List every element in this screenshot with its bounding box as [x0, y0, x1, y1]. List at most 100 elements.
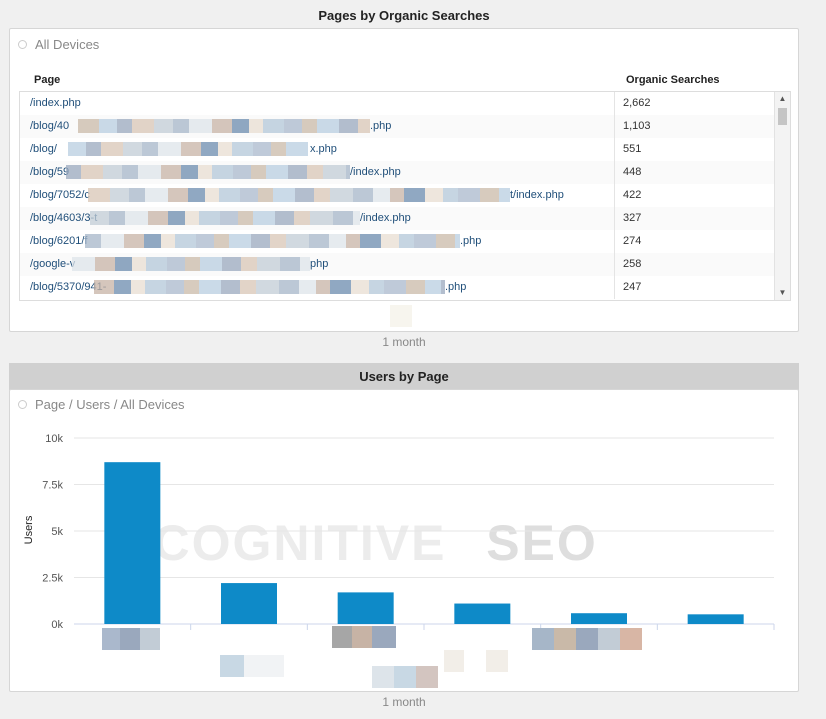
blurred-text-block — [99, 119, 117, 133]
watermark-seo: SEO — [486, 515, 598, 571]
blurred-x-label-block — [140, 628, 160, 650]
vertical-scrollbar[interactable]: ▲ ▼ — [774, 92, 790, 300]
bar[interactable] — [221, 583, 277, 624]
table-row[interactable]: /blog/4603/3-t/index.php 327 — [20, 207, 775, 230]
blurred-text-block — [443, 188, 458, 202]
organic-filter-text: All Devices — [35, 37, 100, 52]
blurred-text-block — [258, 188, 273, 202]
blurred-text-block — [284, 119, 302, 133]
blurred-x-label-block — [416, 666, 438, 688]
bar[interactable] — [687, 614, 744, 624]
blurred-text-block — [253, 142, 271, 156]
blurred-text-block — [310, 211, 333, 225]
users-bar-chart: COGNITIVE SEO Users 0k 2.5k 5k 7.5k 10k — [23, 433, 775, 688]
blurred-text-block — [330, 280, 351, 294]
row-page-link-suffix[interactable]: .php — [445, 281, 467, 293]
table-row[interactable]: /blog/7052/c t/index.php 422 — [20, 184, 775, 207]
row-page-link[interactable]: /blog/7052/c — [30, 189, 90, 201]
row-page-link-suffix[interactable]: .php — [460, 235, 482, 247]
blurred-text-block — [88, 188, 110, 202]
blurred-x-label-block — [372, 666, 394, 688]
scroll-thumb[interactable] — [778, 108, 787, 125]
bar[interactable] — [337, 592, 394, 624]
blurred-text-block — [173, 119, 189, 133]
row-page-link[interactable]: /blog/5370/941- — [30, 281, 107, 293]
row-page-link-suffix[interactable]: /index.php — [350, 166, 401, 178]
blurred-text-block — [125, 211, 148, 225]
y-tick-label: 10k — [45, 433, 63, 445]
blurred-text-block — [221, 280, 240, 294]
row-organic-searches-value: 247 — [614, 276, 775, 299]
row-page-link[interactable]: /blog/40 — [30, 120, 70, 132]
row-page-link[interactable]: /index.php — [30, 97, 81, 109]
column-header-page[interactable]: Page — [34, 74, 61, 86]
table-row[interactable]: /blog/6201/f .php 274 — [20, 230, 775, 253]
row-page-link-suffix[interactable]: x.php — [310, 143, 337, 155]
blurred-text-block — [90, 211, 109, 225]
users-filter-text: Page / Users / All Devices — [35, 397, 185, 412]
column-header-organic-searches[interactable]: Organic Searches — [626, 74, 720, 86]
radio-icon[interactable] — [18, 400, 27, 409]
y-tick-label: 7.5k — [42, 480, 63, 492]
blurred-text-block — [117, 119, 132, 133]
users-by-page-panel: Page / Users / All Devices COGNITIVE SEO… — [9, 389, 799, 692]
organic-filter-label[interactable]: All Devices — [18, 37, 99, 52]
blurred-text-block — [266, 165, 288, 179]
bar[interactable] — [454, 603, 511, 624]
table-row[interactable]: /blog/5370/941- .php 247 — [20, 276, 775, 299]
blurred-text-block — [72, 257, 95, 271]
blurred-text-block — [346, 165, 350, 179]
blurred-text-block — [329, 234, 346, 248]
blurred-text-block — [66, 165, 81, 179]
bar[interactable] — [104, 462, 161, 624]
blurred-text-block — [218, 142, 232, 156]
table-row[interactable]: /blog/x.php 551 — [20, 138, 775, 161]
blurred-text-block — [220, 211, 238, 225]
blurred-x-label-block — [332, 626, 352, 648]
table-row[interactable]: /blog/59/index.php 448 — [20, 161, 775, 184]
blurred-text-block — [271, 142, 286, 156]
blurred-text-block — [94, 280, 114, 294]
row-page-link[interactable]: /blog/6201/f — [30, 235, 88, 247]
scroll-down-icon[interactable]: ▼ — [778, 288, 787, 297]
table-row[interactable]: /blog/40 .php 1,103 — [20, 115, 775, 138]
blurred-x-label-block — [620, 628, 642, 650]
blurred-text-block — [168, 188, 188, 202]
bar[interactable] — [571, 613, 627, 624]
blurred-text-block — [132, 119, 154, 133]
blurred-text-block — [200, 257, 222, 271]
blurred-text-block — [436, 234, 455, 248]
users-filter-label[interactable]: Page / Users / All Devices — [18, 397, 185, 412]
blurred-text-block — [316, 280, 330, 294]
row-page-link[interactable]: /blog/59 — [30, 166, 70, 178]
blurred-x-label-block — [444, 650, 464, 672]
row-page-link[interactable]: /google-v — [30, 258, 76, 270]
blurred-text-block — [232, 119, 249, 133]
blurred-x-label-block — [102, 628, 120, 650]
chart-bars — [104, 462, 775, 630]
row-page-link-suffix[interactable]: /index.php — [360, 212, 411, 224]
blurred-x-label-block — [372, 626, 396, 648]
blurred-text-block — [441, 280, 445, 294]
blurred-text-block — [251, 234, 270, 248]
blurred-text-block — [346, 234, 360, 248]
table-row[interactable]: /index.php 2,662 — [20, 92, 775, 115]
row-page-link[interactable]: /blog/ — [30, 143, 57, 155]
radio-icon[interactable] — [18, 40, 27, 49]
row-page-link-suffix[interactable]: t/index.php — [510, 189, 564, 201]
table-row[interactable]: /google-v php 258 — [20, 253, 775, 276]
blurred-text-block — [300, 257, 310, 271]
row-page-link-suffix[interactable]: php — [310, 258, 329, 270]
row-organic-searches-value: 274 — [614, 230, 775, 253]
blurred-text-block — [251, 165, 266, 179]
blurred-text-block — [353, 188, 373, 202]
chart-grid: 0k 2.5k 5k 7.5k 10k — [42, 433, 774, 631]
blurred-text-block — [188, 188, 205, 202]
row-page-link[interactable]: /blog/4603/3-t — [30, 212, 98, 224]
blurred-text-block — [360, 234, 381, 248]
blurred-text-block — [317, 119, 339, 133]
blurred-text-block — [253, 211, 275, 225]
scroll-up-icon[interactable]: ▲ — [778, 94, 787, 103]
row-page-link-suffix[interactable]: .php — [370, 120, 392, 132]
blurred-text-block — [161, 165, 181, 179]
